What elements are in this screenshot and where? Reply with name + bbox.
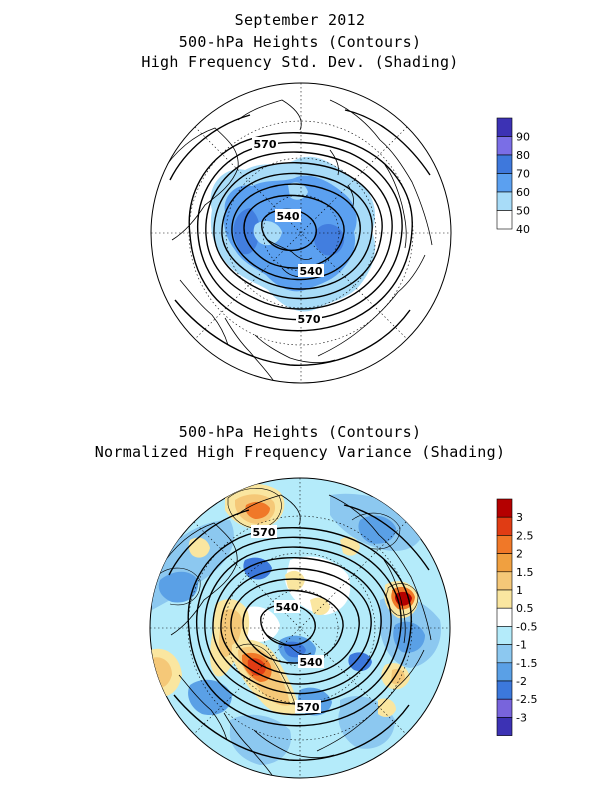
bottom-title-line-1: 500-hPa Heights (Contours): [178, 423, 422, 441]
bottom-colorbar-tick-label: -2: [516, 675, 527, 688]
bottom-colorbar: 3 2.5 2 1.5 1 0.5 -0.5 -1 -1.5 -2 -2.5 -3: [496, 498, 537, 736]
bottom-colorbar-tick-label: -3: [516, 711, 527, 724]
top-shade-level-60: [314, 224, 345, 256]
bottom-colorbar-tick-label: -1: [516, 639, 527, 652]
bottom-colorbar-tick-label: 3: [516, 511, 523, 524]
top-shade-level-60: [233, 208, 260, 255]
top-colorbar-swatch: [496, 154, 513, 174]
bottom-contour-label-570: 570: [297, 701, 320, 714]
bottom-colorbar-tick-label: 2.5: [516, 529, 534, 542]
top-title-line-3: High Frequency Std. Dev. (Shading): [141, 53, 459, 71]
bottom-land-outlines: [158, 494, 432, 778]
bottom-colorbar-swatch: [496, 698, 513, 718]
bottom-colorbar-swatch: [496, 717, 513, 736]
top-contour-labels: 570 540 540 570: [252, 137, 324, 326]
top-colorbar-tick-label: 40: [516, 223, 530, 236]
top-land-outlines: [159, 99, 433, 383]
bottom-colorbar-swatch: [496, 535, 513, 554]
top-colorbar-swatch: [496, 210, 513, 230]
top-contour-label-570: 570: [298, 313, 321, 326]
top-colorbar-swatch: [496, 117, 513, 137]
bottom-variance-contours: [157, 488, 419, 709]
top-colorbar-tick-label: 60: [516, 186, 530, 199]
bottom-colorbar-tick-label: -0.5: [516, 620, 537, 633]
top-contour-label-570: 570: [254, 138, 277, 151]
top-colorbar-tick-label: 90: [516, 131, 530, 144]
bottom-colorbar-swatch: [496, 662, 513, 682]
top-title-line-1: September 2012: [234, 11, 366, 29]
bottom-grid: [150, 478, 450, 778]
top-contour-label-540: 540: [277, 210, 300, 223]
bottom-colorbar-swatch: [496, 553, 513, 573]
top-colorbar-tick-label: 50: [516, 205, 530, 218]
bottom-contour-labels: 570 540 540 570: [251, 525, 324, 714]
bottom-colorbar-swatch: [496, 607, 513, 627]
bottom-colorbar-swatch: [496, 626, 513, 645]
top-height-contours: [169, 109, 431, 366]
bottom-colorbar-tick-label: 2: [516, 548, 523, 561]
top-colorbar-swatch: [496, 173, 513, 193]
bottom-colorbar-tick-label: 0.5: [516, 602, 534, 615]
top-contour-label-540: 540: [300, 265, 323, 278]
bottom-contour-label-570: 570: [253, 526, 276, 539]
top-colorbar-swatch: [496, 136, 513, 156]
top-colorbar-tick-label: 80: [516, 149, 530, 162]
top-colorbar-tick-label: 70: [516, 168, 530, 181]
bottom-colorbar-tick-label: -2.5: [516, 693, 537, 706]
top-grid: [151, 83, 451, 383]
bottom-height-contours: [168, 504, 430, 761]
top-map: 570 540 540 570: [150, 82, 452, 384]
bottom-colorbar-swatch: [496, 644, 513, 664]
bottom-colorbar-swatch: [496, 680, 513, 700]
bottom-colorbar-swatch: [496, 571, 513, 591]
bottom-colorbar-tick-label: 1: [516, 584, 523, 597]
top-colorbar-swatch: [496, 191, 513, 211]
bottom-title-line-2: Normalized High Frequency Variance (Shad…: [94, 443, 506, 461]
bottom-colorbar-tick-label: -1.5: [516, 657, 537, 670]
bottom-shade-positive: [150, 484, 419, 718]
top-title-line-2: 500-hPa Heights (Contours): [178, 33, 422, 51]
bottom-contour-label-540: 540: [300, 656, 323, 669]
bottom-contour-label-540: 540: [276, 601, 299, 614]
bottom-colorbar-swatch: [496, 516, 513, 536]
bottom-map: 570 540 540 570: [149, 477, 451, 779]
top-colorbar: 90 80 70 60 50 40: [496, 117, 530, 236]
bottom-colorbar-tick-label: 1.5: [516, 566, 534, 579]
bottom-colorbar-swatch: [496, 498, 513, 518]
bottom-colorbar-swatch: [496, 589, 513, 609]
